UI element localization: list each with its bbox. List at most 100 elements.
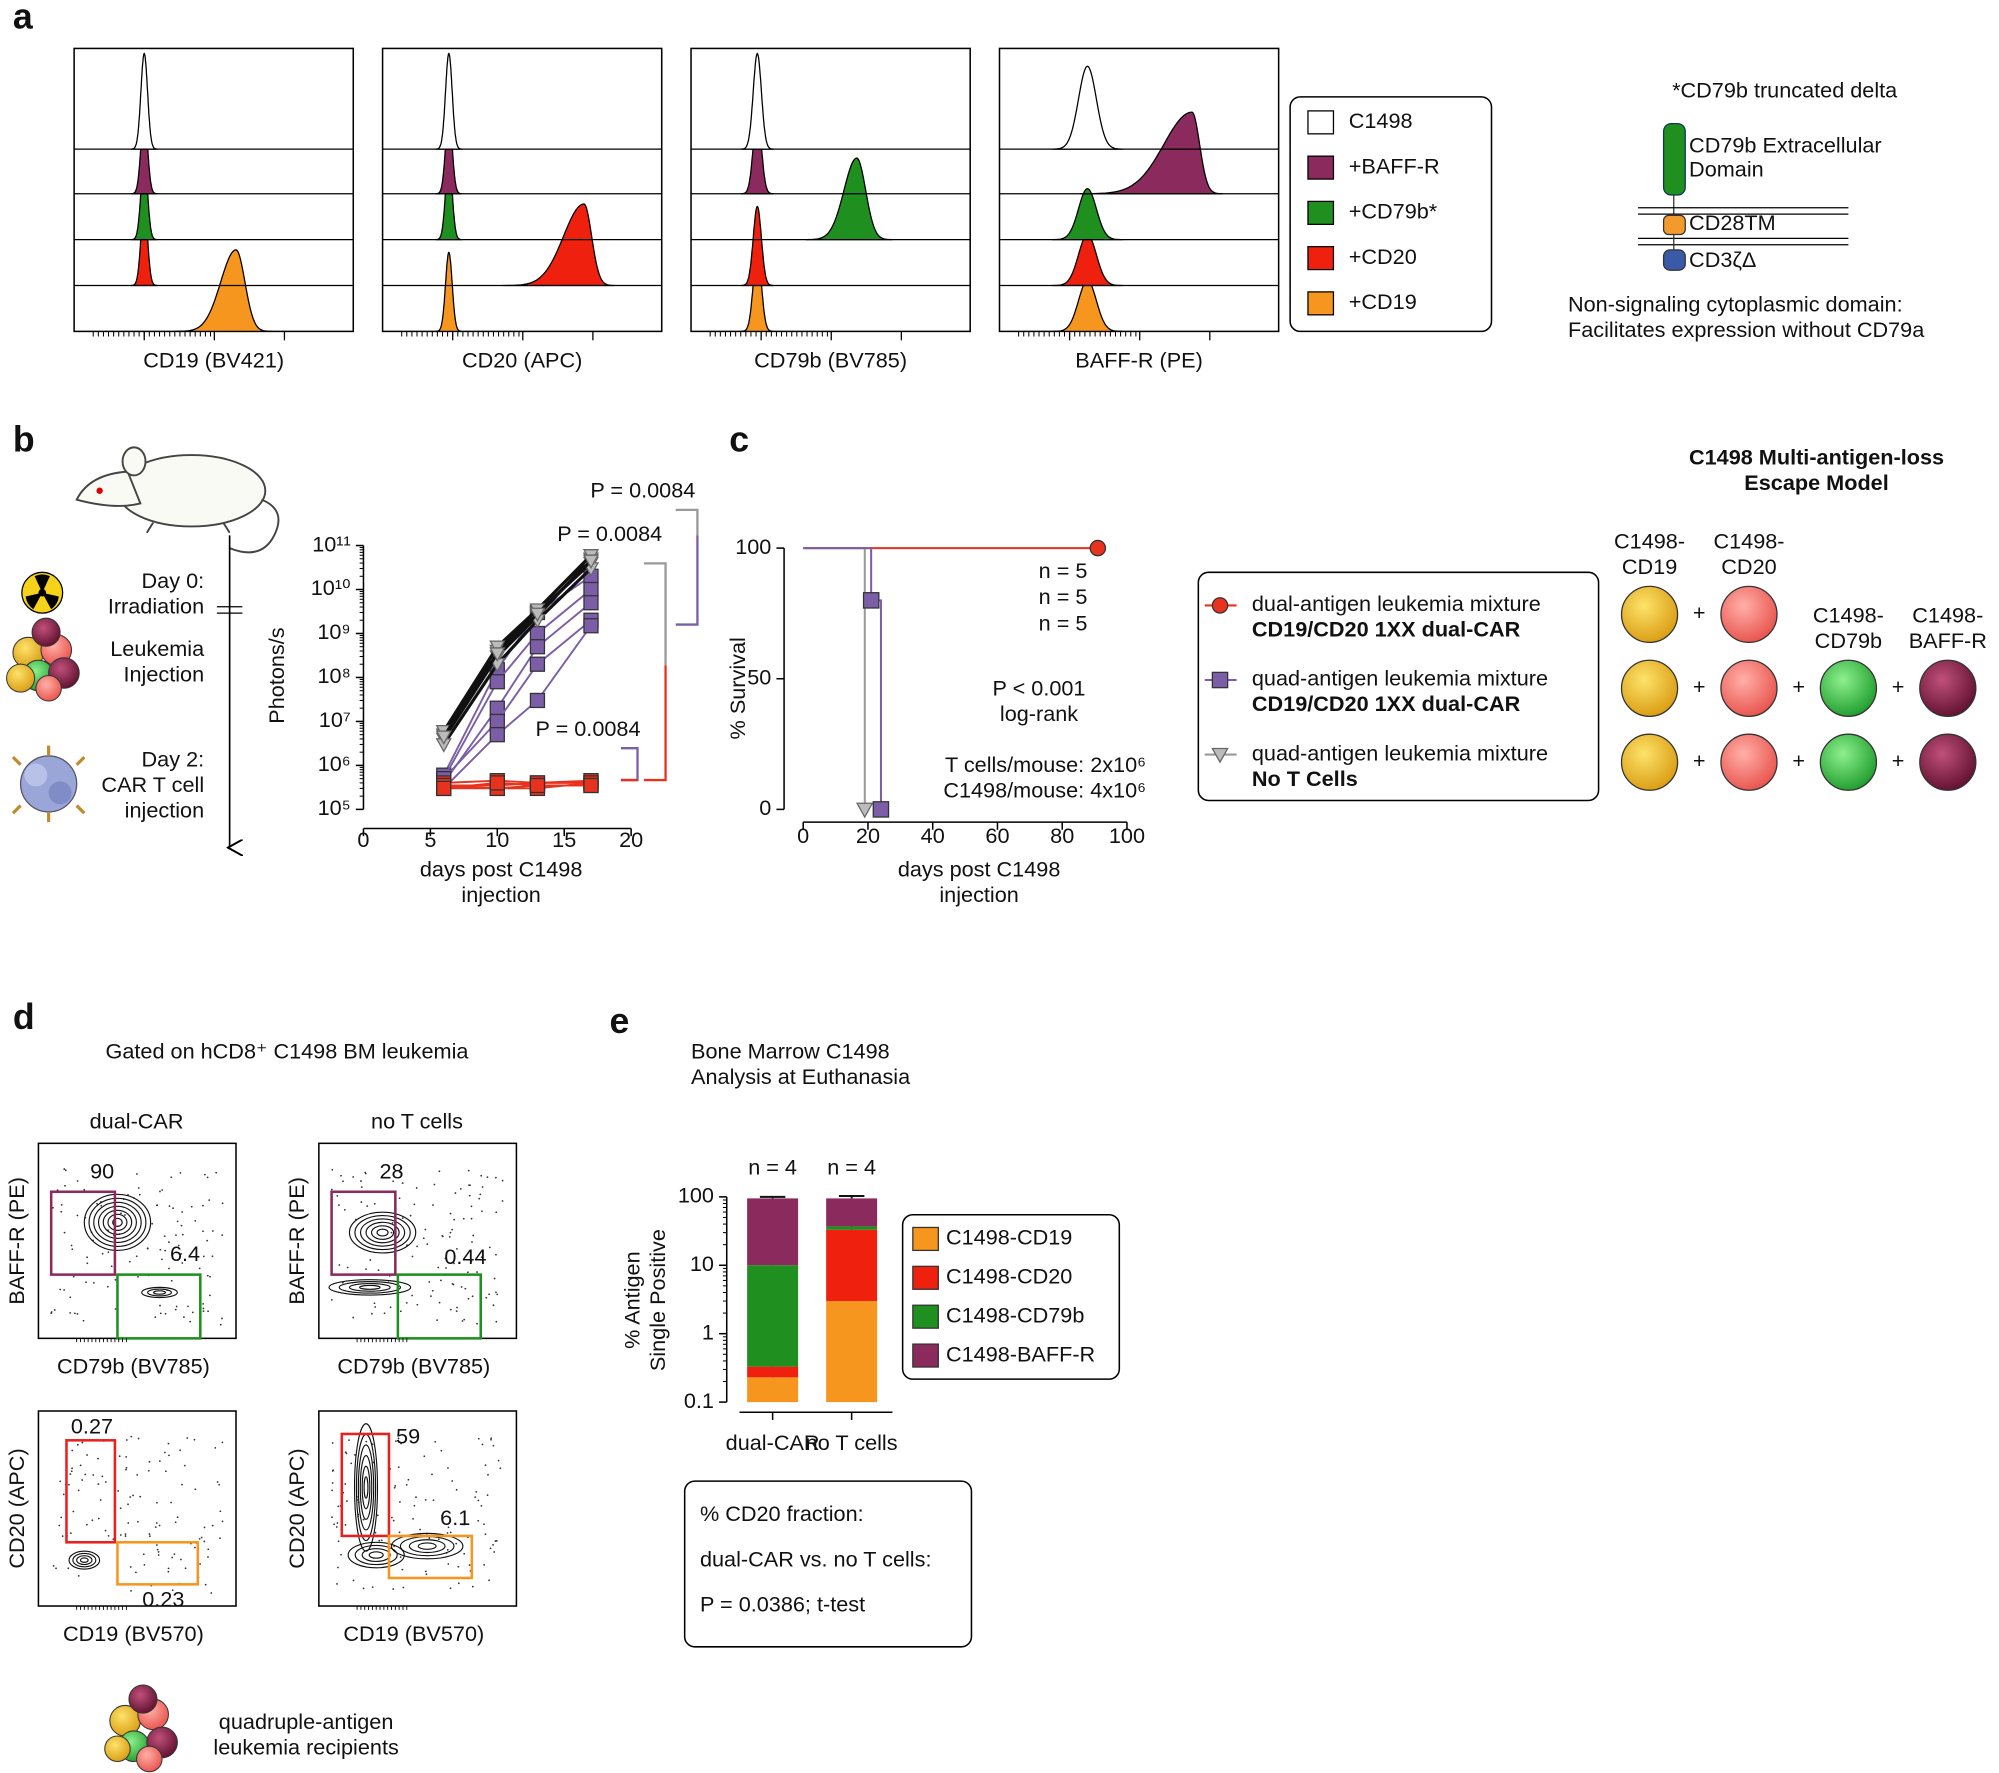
y-tick-label: 10⁵	[318, 795, 351, 820]
histogram-peak	[502, 203, 615, 287]
plus-sign: +	[1693, 748, 1706, 773]
event-dot	[179, 1172, 182, 1174]
cell-ball	[1720, 733, 1778, 791]
event-dot	[194, 1488, 197, 1491]
event-dot	[168, 1205, 171, 1208]
event-dot	[470, 1205, 473, 1208]
event-dot	[424, 1228, 427, 1231]
x-axis-label: injection	[939, 882, 1018, 907]
gate-value: 6.1	[440, 1505, 470, 1530]
contour	[102, 1209, 133, 1235]
marker	[583, 618, 599, 634]
timeline-break	[216, 606, 243, 614]
event-dot	[360, 1201, 363, 1203]
label: Day 0:	[142, 568, 205, 593]
series-line	[442, 559, 593, 738]
event-dot	[148, 1460, 151, 1463]
recipients-label: leukemia recipients	[213, 1735, 399, 1760]
n-label: n = 5	[1039, 610, 1088, 635]
event-dot	[371, 1312, 373, 1315]
y-tick-label: 10¹¹	[312, 531, 351, 556]
event-dot	[495, 1320, 498, 1323]
marker	[1089, 539, 1107, 557]
event-dot	[470, 1260, 473, 1263]
marker	[529, 777, 546, 794]
event-dot	[63, 1231, 66, 1234]
event-dot	[425, 1573, 428, 1576]
marker	[1211, 747, 1229, 764]
event-dot	[60, 1204, 63, 1206]
series-line	[443, 779, 592, 784]
event-dot	[345, 1452, 348, 1455]
event-dot	[487, 1473, 489, 1476]
annotation: T cells/mouse: 2x10⁶	[945, 752, 1146, 777]
event-dot	[156, 1204, 159, 1206]
event-dot	[158, 1524, 161, 1527]
gate-value: 0.44	[444, 1244, 486, 1269]
x-tick-label: 5	[424, 827, 436, 852]
event-dot	[69, 1473, 72, 1475]
column-head: C1498-	[1912, 603, 1983, 628]
histogram-peak	[741, 205, 774, 287]
event-dot	[373, 1202, 376, 1205]
event-dot	[164, 1312, 167, 1315]
marker	[529, 625, 546, 642]
event-dot	[454, 1192, 457, 1194]
event-dot	[476, 1271, 478, 1273]
event-dot	[52, 1564, 55, 1567]
event-dot	[424, 1570, 427, 1573]
event-dot	[436, 1319, 439, 1322]
panel-label: e	[609, 1001, 629, 1041]
histogram-frame	[73, 47, 355, 333]
event-dot	[76, 1443, 79, 1446]
bracket	[675, 535, 699, 626]
event-dot	[175, 1234, 177, 1236]
event-dot	[85, 1523, 88, 1526]
event-dot	[70, 1244, 73, 1247]
event-dot	[76, 1214, 79, 1217]
event-dot	[110, 1265, 113, 1268]
panel-label: a	[13, 0, 34, 37]
event-dot	[448, 1235, 451, 1238]
event-dot	[164, 1249, 167, 1252]
event-dot	[58, 1524, 61, 1527]
event-dot	[180, 1224, 183, 1227]
event-dot	[154, 1316, 157, 1318]
cell-ball	[1620, 585, 1679, 644]
bracket	[643, 562, 667, 666]
recipients-label: quadruple-antigen	[219, 1709, 394, 1734]
event-dot	[484, 1464, 487, 1466]
event-dot	[438, 1170, 441, 1173]
event-dot	[138, 1193, 141, 1196]
event-dot	[488, 1246, 491, 1249]
p-value: P = 0.0084	[590, 478, 695, 503]
event-dot	[413, 1203, 416, 1206]
contour	[376, 1228, 389, 1237]
series-line	[442, 554, 593, 733]
x-tick-label: 100	[1109, 823, 1145, 848]
x-tick-label: 20	[619, 827, 643, 852]
bracket	[643, 665, 667, 782]
event-dot	[432, 1204, 434, 1207]
legend-swatch	[1307, 291, 1335, 316]
event-dot	[345, 1500, 348, 1502]
event-dot	[221, 1520, 224, 1523]
event-dot	[453, 1218, 456, 1221]
event-dot	[428, 1281, 431, 1283]
event-dot	[180, 1558, 182, 1561]
plus-sign: +	[1693, 674, 1706, 699]
event-dot	[157, 1551, 160, 1553]
event-dot	[137, 1520, 139, 1523]
event-dot	[97, 1483, 100, 1485]
gate-value: 59	[396, 1423, 420, 1448]
event-dot	[207, 1310, 210, 1313]
cell-ball	[1620, 659, 1679, 717]
model-title: Escape Model	[1744, 470, 1888, 495]
event-dot	[471, 1295, 474, 1298]
contour	[141, 1286, 178, 1299]
event-dot	[451, 1282, 454, 1285]
event-dot	[492, 1444, 495, 1447]
contour	[348, 1282, 391, 1292]
event-dot	[61, 1535, 64, 1538]
